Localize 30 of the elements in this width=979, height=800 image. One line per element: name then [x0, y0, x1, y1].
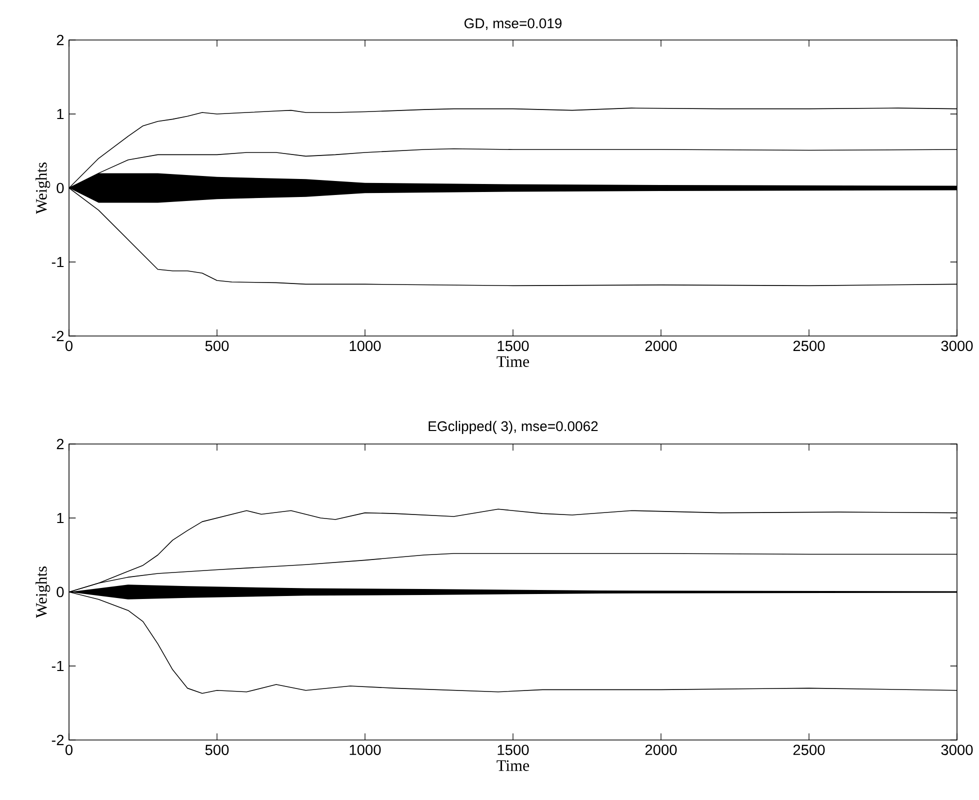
y-tick-label: -1: [52, 256, 64, 268]
y-tick-label: 2: [56, 34, 64, 46]
y-tick-label: 0: [56, 182, 64, 194]
x-tick-label: 3000: [941, 340, 973, 352]
x-tick-label: 1000: [350, 744, 381, 756]
y-axis-title: Weights: [36, 162, 50, 214]
x-axis-title: Time: [496, 760, 530, 771]
y-tick-label: 1: [57, 512, 64, 524]
y-tick-label: 2: [56, 438, 64, 450]
x-tick-label: 2500: [793, 744, 825, 756]
x-tick-label: 500: [205, 744, 229, 756]
x-tick-label: 0: [65, 744, 72, 756]
x-tick-label: 2000: [645, 340, 677, 352]
x-tick-label: 2500: [793, 340, 825, 352]
y-tick-label: -2: [52, 734, 64, 746]
x-axis-title: Time: [496, 356, 530, 367]
x-tick-label: 3000: [941, 744, 973, 756]
x-tick-label: 500: [205, 340, 229, 352]
y-tick-label: 0: [56, 586, 64, 598]
y-tick-label: -1: [52, 660, 64, 672]
x-tick-label: 2000: [645, 744, 677, 756]
chart-title: EGclipped( 3), mse=0.0062: [428, 420, 598, 434]
x-tick-label: 1000: [350, 340, 381, 352]
y-axis-title: Weights: [36, 566, 50, 618]
x-tick-label: 1500: [498, 744, 529, 756]
y-tick-label: 1: [57, 108, 64, 120]
chart-title: GD, mse=0.019: [464, 18, 562, 30]
y-tick-label: -2: [52, 330, 64, 342]
x-tick-label: 1500: [498, 340, 529, 352]
x-tick-label: 0: [65, 340, 72, 352]
